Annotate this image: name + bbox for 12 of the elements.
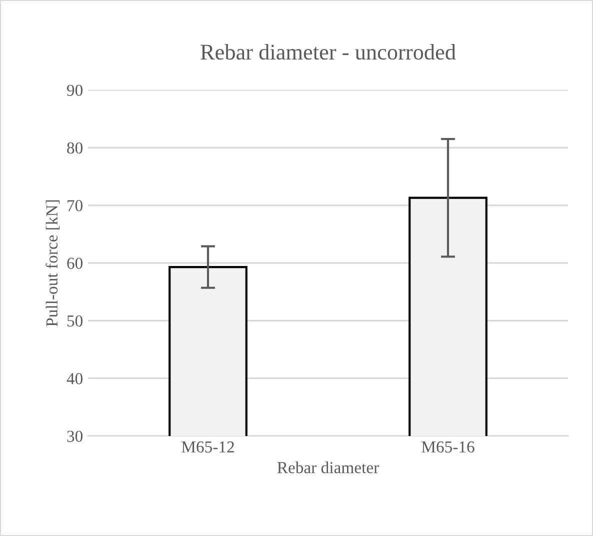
y-tick-label: 90 xyxy=(67,84,83,96)
y-tick-label: 60 xyxy=(67,258,83,269)
y-tick-label: 50 xyxy=(67,315,83,327)
chart-title: Rebar diameter - uncorroded xyxy=(200,44,456,60)
x-axis-title: Rebar diameter xyxy=(277,462,379,474)
x-tick-label: M65-16 xyxy=(422,441,474,453)
y-tick-label: 70 xyxy=(68,200,83,212)
y-tick-label: 30 xyxy=(67,430,83,442)
y-tick-label: 80 xyxy=(67,142,83,154)
x-tick-label: M65-12 xyxy=(182,441,234,453)
y-tick-label: 40 xyxy=(66,373,83,384)
y-axis-title: Pull-out force [kN] xyxy=(46,200,60,326)
